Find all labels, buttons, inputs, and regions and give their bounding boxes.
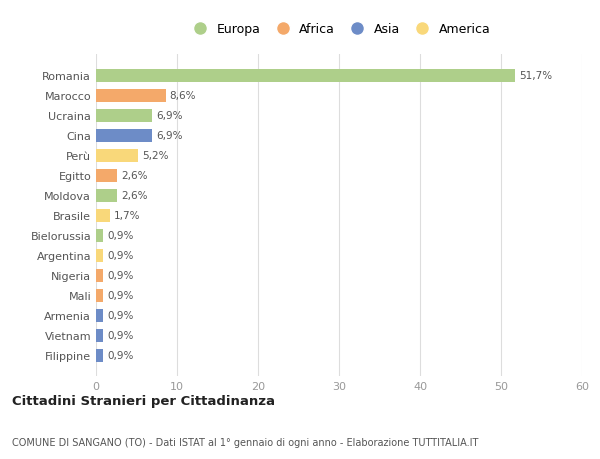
Text: 1,7%: 1,7% — [114, 211, 140, 221]
Text: 8,6%: 8,6% — [170, 91, 196, 101]
Bar — [96, 169, 117, 182]
Text: 0,9%: 0,9% — [107, 231, 134, 241]
Bar — [96, 349, 103, 362]
Bar — [96, 289, 103, 302]
Bar — [96, 110, 152, 123]
Text: Cittadini Stranieri per Cittadinanza: Cittadini Stranieri per Cittadinanza — [12, 394, 275, 407]
Text: 2,6%: 2,6% — [121, 191, 148, 201]
Text: 0,9%: 0,9% — [107, 251, 134, 261]
Text: 51,7%: 51,7% — [519, 71, 552, 81]
Bar — [96, 229, 103, 242]
Text: 0,9%: 0,9% — [107, 330, 134, 340]
Text: 0,9%: 0,9% — [107, 310, 134, 320]
Bar — [96, 269, 103, 282]
Bar — [96, 189, 117, 202]
Bar — [96, 70, 515, 83]
Bar — [96, 209, 110, 222]
Text: 2,6%: 2,6% — [121, 171, 148, 181]
Bar — [96, 150, 138, 162]
Text: COMUNE DI SANGANO (TO) - Dati ISTAT al 1° gennaio di ogni anno - Elaborazione TU: COMUNE DI SANGANO (TO) - Dati ISTAT al 1… — [12, 437, 478, 447]
Text: 5,2%: 5,2% — [142, 151, 169, 161]
Bar — [96, 129, 152, 142]
Bar — [96, 309, 103, 322]
Text: 6,9%: 6,9% — [156, 131, 182, 141]
Text: 6,9%: 6,9% — [156, 111, 182, 121]
Bar — [96, 329, 103, 342]
Text: 0,9%: 0,9% — [107, 291, 134, 301]
Legend: Europa, Africa, Asia, America: Europa, Africa, Asia, America — [184, 20, 494, 40]
Text: 0,9%: 0,9% — [107, 350, 134, 360]
Text: 0,9%: 0,9% — [107, 270, 134, 280]
Bar — [96, 90, 166, 102]
Bar — [96, 249, 103, 262]
